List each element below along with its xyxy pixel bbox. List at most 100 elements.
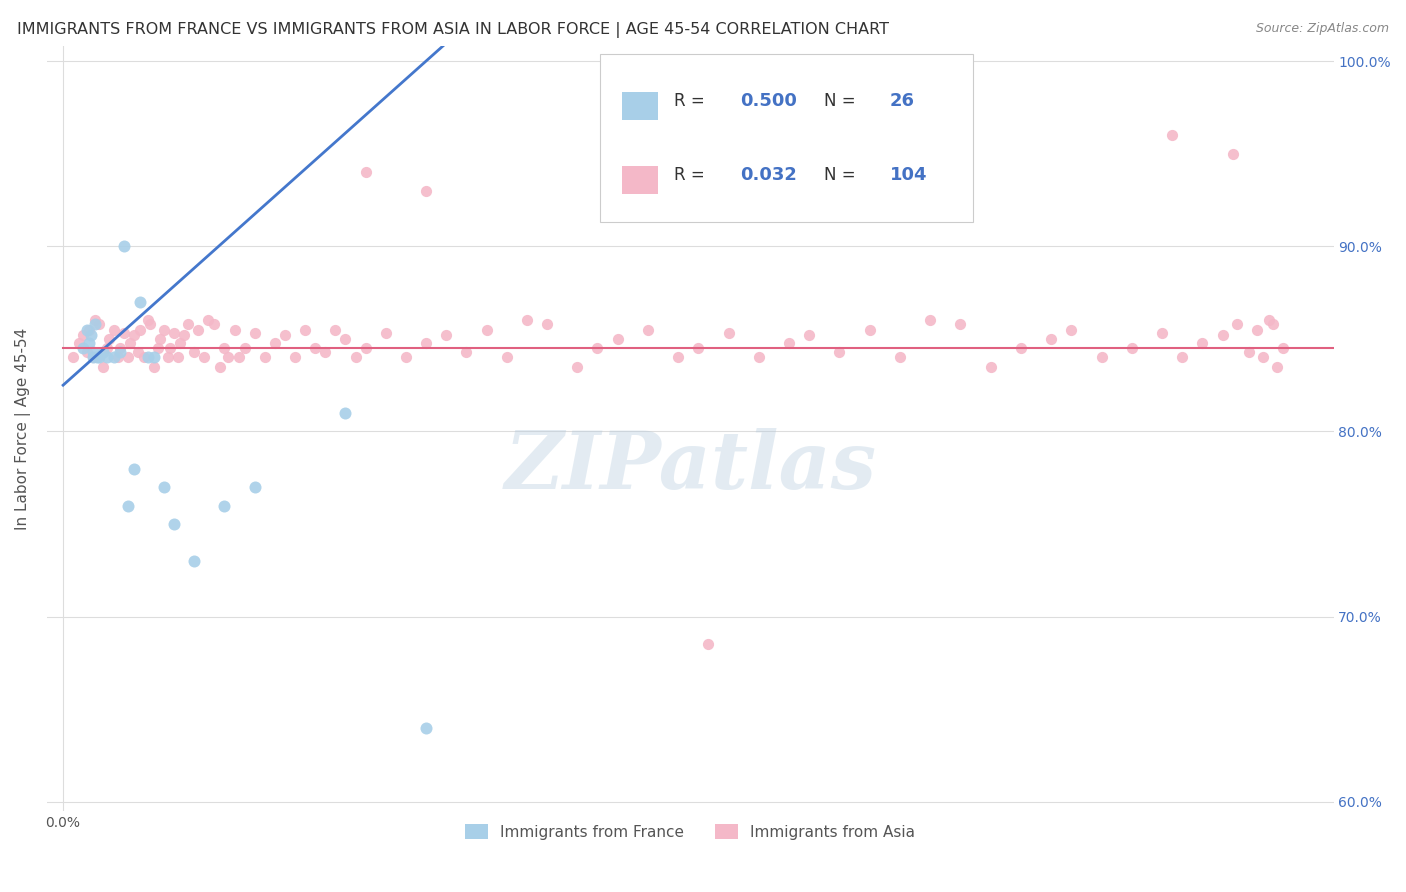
Point [108,344,131,359]
Point [1191,335,1213,350]
Point [395,351,418,365]
Point [107,351,129,365]
Point [108,341,131,355]
Point [253,351,276,365]
Bar [621,93,658,120]
Point [217,351,239,365]
Point [136,351,159,365]
Point [228,351,250,365]
Text: 0.032: 0.032 [741,166,797,184]
Text: R =: R = [673,92,710,110]
Point [1246,323,1268,337]
Text: R =: R = [673,166,710,184]
Point [96,351,118,365]
Point [304,341,326,355]
Point [1258,313,1281,327]
Point [118,335,141,350]
Text: 26: 26 [890,92,915,110]
Point [415,335,437,350]
Point [980,359,1002,374]
Point [153,323,176,337]
Point [1212,328,1234,343]
Point [314,344,336,359]
Point [1121,341,1143,355]
Point [637,323,659,337]
Point [516,313,538,327]
Point [1272,341,1295,355]
Point [214,499,236,513]
Point [103,323,125,337]
Text: Source: ZipAtlas.com: Source: ZipAtlas.com [1256,22,1389,36]
Text: N =: N = [824,166,860,184]
Point [117,499,139,513]
Point [202,317,225,331]
Point [187,323,209,337]
Point [177,317,200,331]
Point [72,341,94,355]
Point [434,328,457,343]
Point [688,341,710,355]
Point [354,341,377,355]
Text: 0.500: 0.500 [741,92,797,110]
Y-axis label: In Labor Force | Age 45-54: In Labor Force | Age 45-54 [15,327,31,530]
Point [84,317,107,331]
Point [274,328,297,343]
Point [374,326,396,341]
Point [1171,351,1194,365]
FancyBboxPatch shape [600,54,973,222]
Text: IMMIGRANTS FROM FRANCE VS IMMIGRANTS FROM ASIA IN LABOR FORCE | AGE 45-54 CORREL: IMMIGRANTS FROM FRANCE VS IMMIGRANTS FRO… [17,22,889,38]
Point [415,721,437,735]
Point [89,317,111,331]
Point [142,359,165,374]
Point [536,317,558,331]
Point [82,351,104,365]
Point [163,517,186,532]
Point [142,351,165,365]
Point [243,326,266,341]
Point [456,344,478,359]
Point [325,323,347,337]
Point [475,323,498,337]
Point [132,351,155,365]
Point [98,332,121,346]
Point [606,332,628,346]
Point [62,351,84,365]
Point [146,341,169,355]
Point [1040,332,1063,346]
Point [112,326,135,341]
Point [79,335,101,350]
Point [1265,359,1288,374]
Text: ZIPatlas: ZIPatlas [505,428,876,506]
Point [889,351,911,365]
Point [335,332,357,346]
Point [197,313,219,327]
Point [1161,128,1184,142]
Point [128,294,150,309]
Point [666,351,689,365]
Point [86,351,108,365]
Point [294,323,316,337]
Point [167,351,190,365]
Point [284,351,307,365]
Point [122,328,145,343]
Bar [621,166,658,194]
Point [76,344,98,359]
Point [748,351,770,365]
Point [72,328,94,343]
Point [149,332,172,346]
Text: N =: N = [824,92,860,110]
Point [82,344,104,359]
Point [89,351,111,365]
Point [136,313,159,327]
Point [224,323,246,337]
Point [122,461,145,475]
Point [96,341,118,355]
Point [214,341,236,355]
Point [1261,317,1284,331]
Point [1251,351,1274,365]
Point [153,480,176,494]
Point [354,165,377,179]
Point [920,313,942,327]
Point [1010,341,1032,355]
Point [128,323,150,337]
